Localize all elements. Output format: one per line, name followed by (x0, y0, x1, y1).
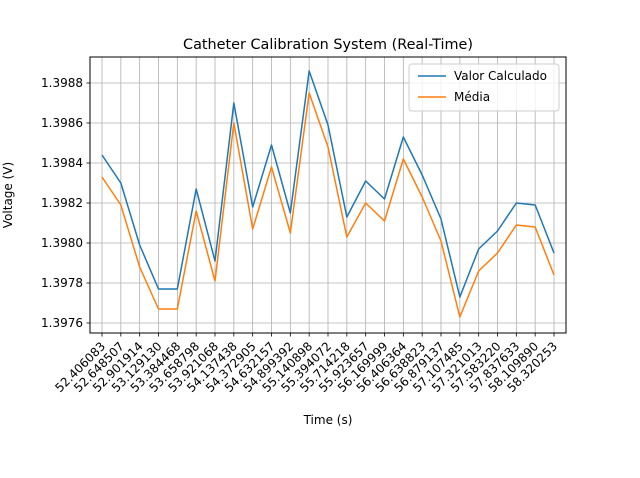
series-line-media (101, 92, 555, 318)
y-tick-label: 1.3986 (41, 116, 83, 130)
legend-label-valor-calculado: Valor Calculado (454, 69, 547, 83)
y-tick-label: 1.3978 (41, 276, 83, 290)
chart-title: Catheter Calibration System (Real-Time) (183, 37, 473, 53)
grid (90, 57, 566, 333)
legend: Valor Calculado Média (408, 63, 560, 112)
y-tick-label: 1.3984 (41, 156, 83, 170)
legend-box (408, 63, 560, 112)
y-tick-label: 1.3982 (41, 196, 83, 210)
y-tick-label: 1.3988 (41, 76, 83, 90)
series-layer (101, 70, 555, 318)
legend-label-media: Média (454, 90, 490, 104)
y-tick-label: 1.3976 (41, 316, 83, 330)
series-line-valor-calculado (101, 70, 555, 298)
x-axis-label: Time (s) (303, 413, 353, 427)
y-tick-label: 1.3980 (41, 236, 83, 250)
y-axis-label: Voltage (V) (1, 162, 15, 228)
